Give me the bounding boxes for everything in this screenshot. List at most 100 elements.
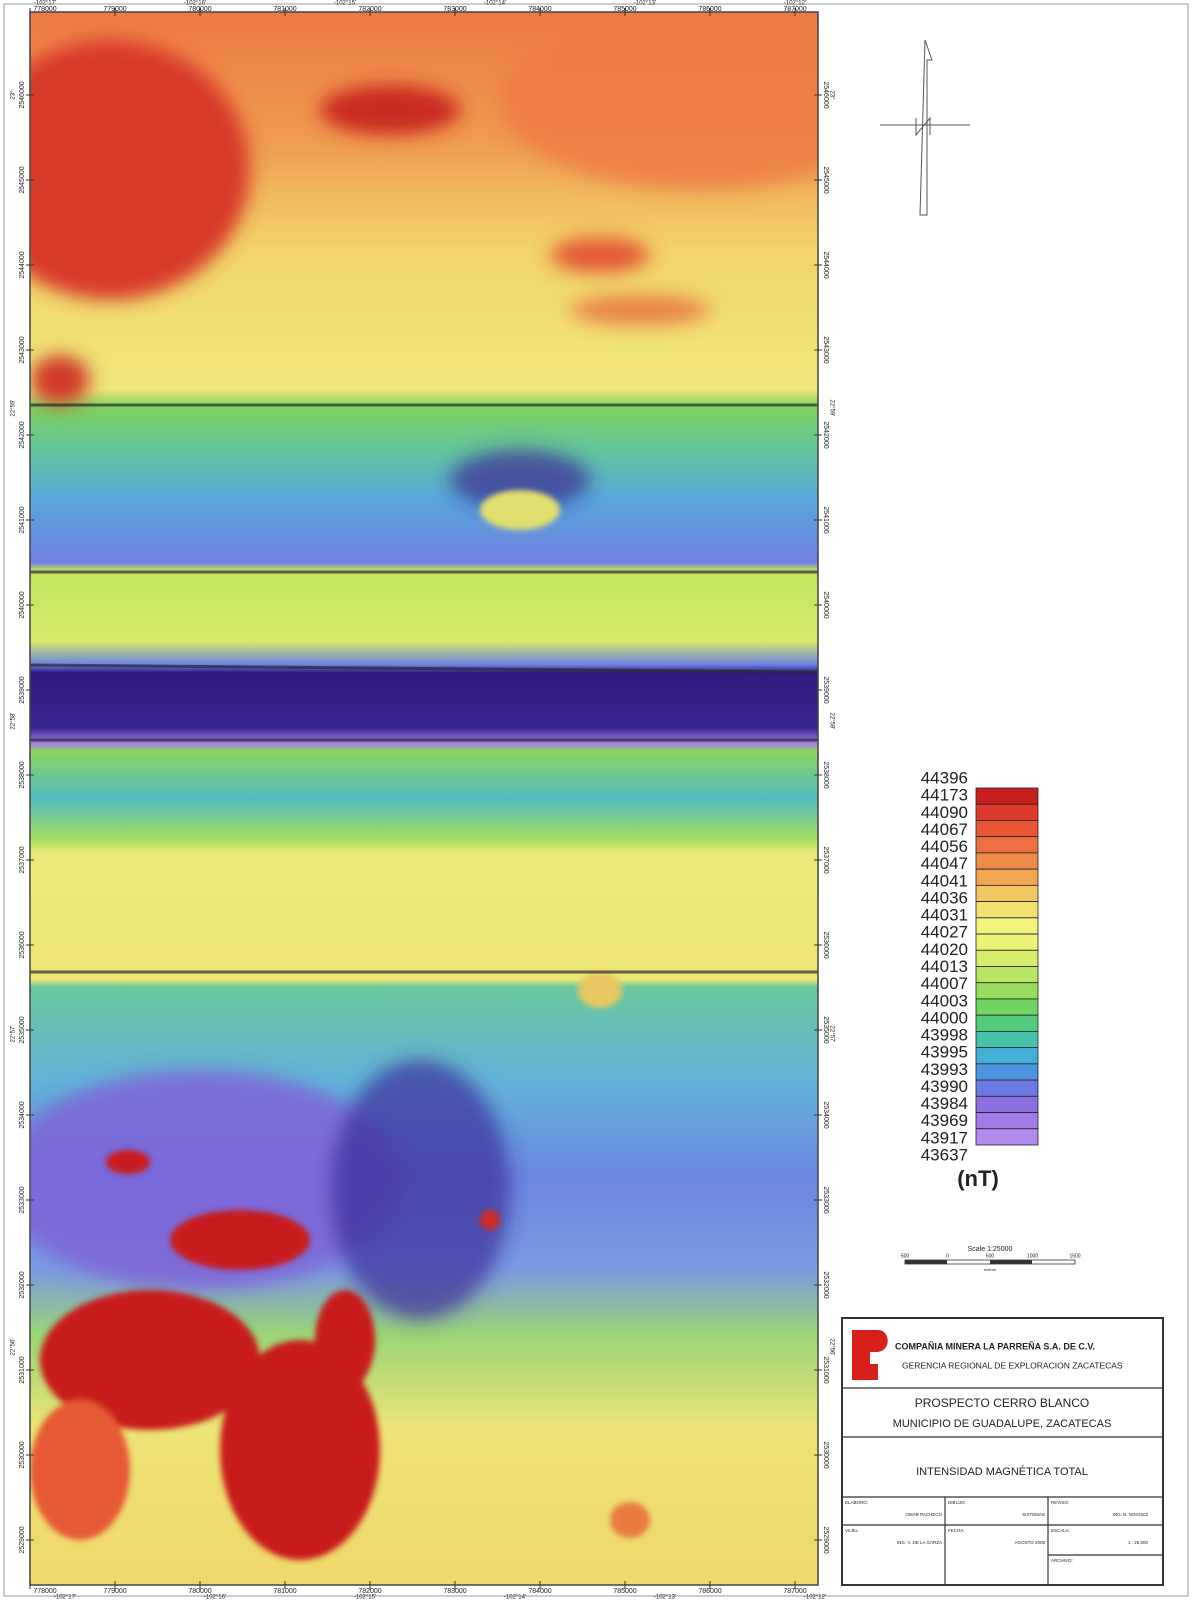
northing-label: 2534000 (19, 1101, 26, 1128)
field-label: DIBUJO: (948, 1500, 966, 1505)
easting-label: 785000 (613, 6, 636, 13)
legend-swatch (975, 820, 1039, 838)
legend-swatch (975, 1014, 1039, 1032)
scale-tick: 1000 (1027, 1253, 1038, 1259)
northing-label: 2537000 (19, 846, 26, 873)
field-label: ESCALA: (1051, 1528, 1070, 1533)
legend-value: 44003 (921, 991, 968, 1010)
latitude-label: 22°58' (11, 713, 17, 730)
latitude-label: 23° (828, 90, 834, 100)
northing-label: 2530000 (822, 1441, 829, 1468)
longitude-label: -102°13' (634, 1, 656, 7)
legend-value: 44047 (921, 854, 968, 873)
field-value: SISTEMAS (1022, 1512, 1045, 1517)
legend-value: 44056 (921, 837, 968, 856)
latitude-label: 22°57' (828, 1026, 834, 1043)
scale-tick: 1500 (1069, 1253, 1080, 1259)
legend-value: 43637 (921, 1145, 968, 1164)
longitude-label: -102°15' (334, 1, 356, 7)
northing-label: 2536000 (19, 931, 26, 958)
legend-unit: (nT) (957, 1166, 999, 1191)
field-value: AGOSTO 2008 (1015, 1540, 1046, 1545)
easting-label: 782000 (358, 1588, 381, 1595)
easting-label: 787000 (783, 6, 806, 13)
latitude-label: 22°58' (828, 713, 834, 730)
legend-value: 44031 (921, 906, 968, 925)
legend-swatch (975, 949, 1039, 967)
northing-label: 2538000 (822, 761, 829, 788)
legend-value: 43990 (921, 1077, 968, 1096)
legend-value: 44036 (921, 888, 968, 907)
legend-value: 44067 (921, 820, 968, 839)
legend-value: 44020 (921, 940, 968, 959)
scale-units: metros (984, 1267, 996, 1272)
latitude-label: 22°56' (11, 1339, 17, 1356)
northing-label: 2533000 (19, 1186, 26, 1213)
easting-label: 781000 (273, 1588, 296, 1595)
easting-label: 783000 (443, 6, 466, 13)
field-label: ARCHIVO: (1051, 1558, 1073, 1563)
northing-label: 2529000 (822, 1526, 829, 1553)
field-value: ING. V. DE LA GARZA (897, 1540, 942, 1545)
legend-value: 43984 (921, 1094, 968, 1113)
legend-value: 44090 (921, 803, 968, 822)
easting-label: 782000 (358, 6, 381, 13)
legend-swatch (975, 836, 1039, 854)
northing-label: 2536000 (822, 931, 829, 958)
northing-label: 2543000 (19, 336, 26, 363)
legend-swatch (975, 1128, 1039, 1146)
scale-bar (904, 1259, 1076, 1265)
legend-swatch (975, 982, 1039, 1000)
longitude-label: -102°17' (34, 1, 56, 7)
longitude-label: -102°16' (204, 1595, 226, 1600)
northing-label: 2541000 (19, 506, 26, 533)
northing-label: 2531000 (19, 1356, 26, 1383)
northing-label: 2539000 (19, 676, 26, 703)
legend-value: 44000 (921, 1008, 968, 1027)
northing-label: 2535000 (822, 1016, 829, 1043)
project-name: PROSPECTO CERRO BLANCO (915, 1396, 1089, 1410)
longitude-label: -102°12' (784, 1, 806, 7)
latitude-label: 22°56' (828, 1339, 834, 1356)
municipality: MUNICIPIO DE GUADALUPE, ZACATECAS (893, 1418, 1112, 1430)
northing-label: 2532000 (822, 1271, 829, 1298)
field-label: ELABORO: (845, 1500, 868, 1505)
easting-label: 781000 (273, 6, 296, 13)
legend-swatch (975, 933, 1039, 951)
longitude-label: -102°17' (54, 1595, 76, 1600)
legend-swatch (975, 884, 1039, 902)
legend-swatch (975, 901, 1039, 919)
scale-tick: 500 (901, 1253, 910, 1259)
map-title: INTENSIDAD MAGNÉTICA TOTAL (916, 1465, 1088, 1478)
title-block (841, 1317, 1164, 1586)
northing-label: 2546000 (822, 81, 829, 108)
scale-tick: 0 (946, 1253, 949, 1259)
scale-title: Scale 1:25000 (968, 1246, 1013, 1253)
legend-swatch (975, 852, 1039, 870)
sheet-border (3, 3, 1189, 1597)
latitude-label: 22°59' (828, 400, 834, 417)
easting-label: 786000 (698, 1588, 721, 1595)
northing-label: 2538000 (19, 761, 26, 788)
legend-swatch (975, 868, 1039, 886)
legend-value: 44027 (921, 923, 968, 942)
legend-value: 44007 (921, 974, 968, 993)
map-frame (29, 11, 819, 1586)
legend-swatch (975, 1047, 1039, 1065)
easting-label: 779000 (103, 6, 126, 13)
longitude-label: -102°12' (804, 1595, 826, 1600)
latitude-label: 22°59' (11, 400, 17, 417)
northing-label: 2539000 (822, 676, 829, 703)
north-arrow (880, 39, 970, 216)
legend-swatch (975, 1095, 1039, 1113)
northing-label: 2544000 (822, 251, 829, 278)
legend-swatch (975, 787, 1039, 805)
northing-label: 2535000 (19, 1016, 26, 1043)
legend-swatch (975, 1079, 1039, 1097)
northing-label: 2545000 (19, 166, 26, 193)
legend-swatch (975, 803, 1039, 821)
legend-swatch (975, 966, 1039, 984)
northing-label: 2541000 (822, 506, 829, 533)
northing-label: 2540000 (19, 591, 26, 618)
northing-label: 2545000 (822, 166, 829, 193)
